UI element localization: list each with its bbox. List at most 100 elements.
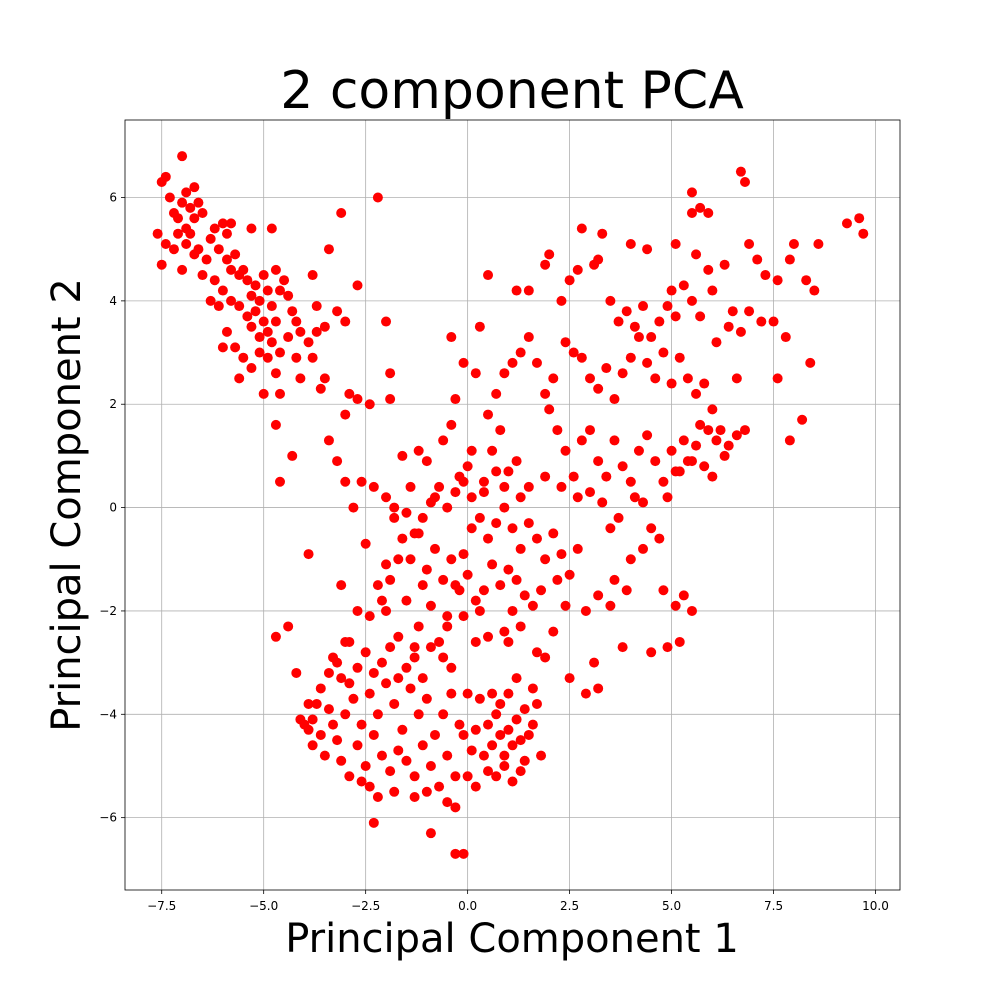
data-point <box>719 259 730 270</box>
data-point <box>266 301 277 312</box>
data-point <box>393 631 404 642</box>
data-point <box>307 352 318 363</box>
data-point <box>221 228 232 239</box>
data-point <box>711 435 722 446</box>
data-point <box>189 213 200 224</box>
data-point <box>854 213 865 224</box>
data-point <box>658 585 669 596</box>
data-point <box>531 698 542 709</box>
data-point <box>177 197 188 208</box>
data-point <box>450 802 461 813</box>
data-point <box>556 295 567 306</box>
data-point <box>503 564 514 575</box>
data-point <box>332 456 343 467</box>
data-point <box>254 347 265 358</box>
data-point <box>352 662 363 673</box>
data-point <box>633 332 644 343</box>
data-point <box>462 569 473 580</box>
data-point <box>348 502 359 513</box>
data-point <box>527 719 538 730</box>
data-point <box>425 642 436 653</box>
data-point <box>540 554 551 565</box>
data-point <box>511 673 522 684</box>
data-point <box>691 249 702 260</box>
data-point <box>389 512 400 523</box>
scatter-points <box>152 151 869 859</box>
data-point <box>221 326 232 337</box>
data-point <box>250 306 261 317</box>
data-point <box>425 760 436 771</box>
data-point <box>417 740 428 751</box>
data-point <box>491 518 502 529</box>
data-point <box>234 373 245 384</box>
data-point <box>446 688 457 699</box>
data-point <box>515 492 526 503</box>
data-point <box>173 213 184 224</box>
data-point <box>499 750 510 761</box>
data-point <box>283 290 294 301</box>
data-point <box>344 771 355 782</box>
data-point <box>283 332 294 343</box>
data-point <box>797 414 808 425</box>
x-tick-label: 0.0 <box>458 899 477 913</box>
data-point <box>450 394 461 405</box>
data-point <box>727 306 738 317</box>
data-point <box>270 368 281 379</box>
data-point <box>393 554 404 565</box>
data-point <box>315 683 326 694</box>
data-point <box>576 352 587 363</box>
data-point <box>246 321 257 332</box>
data-point <box>625 352 636 363</box>
data-point <box>531 647 542 658</box>
data-point <box>238 352 249 363</box>
data-point <box>152 228 163 239</box>
data-point <box>515 543 526 554</box>
data-point <box>197 208 208 219</box>
data-point <box>372 580 383 591</box>
data-point <box>230 342 241 353</box>
data-point <box>605 523 616 534</box>
data-point <box>303 549 314 560</box>
data-point <box>564 673 575 684</box>
x-tick-label: 10.0 <box>862 899 889 913</box>
data-point <box>695 202 706 213</box>
data-point <box>474 512 485 523</box>
data-point <box>356 776 367 787</box>
data-point <box>279 275 290 286</box>
data-point <box>409 528 420 539</box>
data-point <box>417 673 428 684</box>
data-point <box>642 244 653 255</box>
data-point <box>593 590 604 601</box>
data-point <box>319 373 330 384</box>
data-point <box>315 729 326 740</box>
y-tick-label: 2 <box>109 397 117 411</box>
data-point <box>507 605 518 616</box>
data-point <box>491 771 502 782</box>
data-point <box>323 435 334 446</box>
data-point <box>617 368 628 379</box>
data-point <box>699 461 710 472</box>
data-point <box>409 791 420 802</box>
data-point <box>385 574 396 585</box>
data-point <box>336 755 347 766</box>
data-point <box>495 425 506 436</box>
data-point <box>642 430 653 441</box>
data-point <box>323 244 334 255</box>
data-point <box>303 724 314 735</box>
data-point <box>389 502 400 513</box>
data-point <box>283 621 294 632</box>
data-point <box>703 425 714 436</box>
data-point <box>674 352 685 363</box>
data-point <box>421 564 432 575</box>
data-point <box>356 476 367 487</box>
data-point <box>262 326 273 337</box>
data-point <box>638 543 649 554</box>
data-point <box>556 549 567 560</box>
data-point <box>536 585 547 596</box>
data-point <box>421 786 432 797</box>
data-point <box>446 332 457 343</box>
y-tick-label: −4 <box>99 707 117 721</box>
data-point <box>181 223 192 234</box>
chart-title: 2 component PCA <box>280 61 744 121</box>
data-point <box>735 326 746 337</box>
